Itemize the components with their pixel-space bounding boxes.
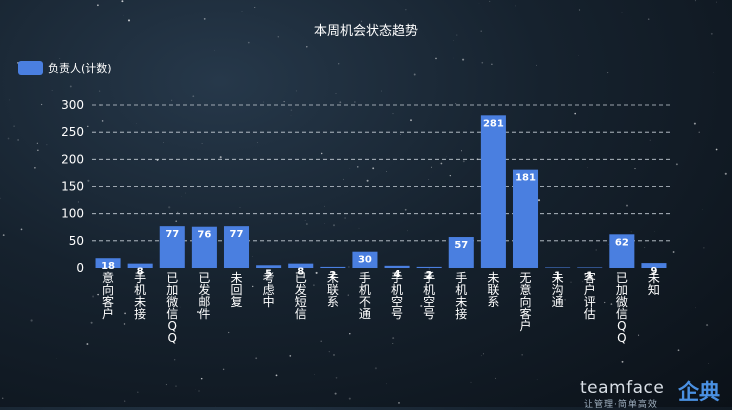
x-tick-label: 已发短信 bbox=[295, 271, 307, 321]
data-label: 181 bbox=[515, 173, 536, 184]
y-tick-label: 200 bbox=[61, 152, 84, 166]
y-tick-label: 0 bbox=[76, 261, 84, 275]
legend-swatch bbox=[18, 61, 43, 75]
x-tick-label: 手机未接 bbox=[134, 271, 146, 321]
bars bbox=[96, 115, 667, 268]
bar[interactable] bbox=[513, 170, 538, 268]
legend[interactable]: 负责人(计数) bbox=[18, 61, 112, 75]
x-tick-label: 已发邮件 bbox=[198, 271, 210, 321]
data-label: 30 bbox=[358, 255, 372, 266]
bar[interactable] bbox=[545, 267, 570, 268]
watermark-logo: teamface bbox=[580, 378, 664, 398]
chart-title: 本周机会状态趋势 bbox=[314, 23, 418, 39]
y-tick-label: 300 bbox=[61, 98, 84, 112]
watermark-brand: 企典 bbox=[678, 376, 720, 406]
data-label: 77 bbox=[230, 229, 244, 240]
x-tick-label: 手机空号 bbox=[423, 271, 435, 321]
y-axis: 0 50 100 150 200 250 300 bbox=[61, 98, 84, 275]
grid-lines bbox=[92, 105, 670, 241]
watermark-slogan: 让管理·简单高效 bbox=[584, 397, 658, 410]
data-label: 281 bbox=[483, 118, 504, 129]
data-label: 76 bbox=[197, 230, 211, 241]
x-tick-label: 无意向客户 bbox=[519, 271, 531, 333]
x-tick-label: 意向客户 bbox=[102, 270, 114, 321]
x-tick-label: 未沟通 bbox=[552, 271, 564, 309]
legend-label: 负责人(计数) bbox=[48, 61, 112, 75]
data-label: 77 bbox=[165, 229, 179, 240]
x-tick-label: 未回复 bbox=[230, 271, 242, 309]
x-tick-label: 手机空号 bbox=[391, 271, 403, 321]
y-tick-label: 100 bbox=[61, 207, 84, 221]
x-tick-label: 未知 bbox=[648, 271, 660, 297]
bar[interactable] bbox=[481, 115, 506, 268]
teamface-watermark: teamface 企典 让管理·简单高效 bbox=[580, 378, 664, 398]
data-label: 57 bbox=[454, 240, 468, 251]
bar[interactable] bbox=[385, 266, 410, 268]
x-tick-label: 未联系 bbox=[327, 271, 339, 309]
data-label: 62 bbox=[615, 237, 629, 248]
y-tick-label: 250 bbox=[61, 125, 84, 139]
bar[interactable] bbox=[320, 267, 345, 268]
bar[interactable] bbox=[577, 267, 602, 268]
bar[interactable] bbox=[417, 267, 442, 268]
y-tick-label: 150 bbox=[61, 180, 84, 194]
y-tick-label: 50 bbox=[69, 234, 84, 248]
x-tick-label: 客户评估 bbox=[584, 270, 596, 321]
x-tick-label: 手机未接 bbox=[455, 271, 467, 321]
x-tick-label: 未联系 bbox=[487, 271, 499, 309]
x-tick-label: 考虑中 bbox=[263, 271, 275, 309]
x-tick-label: 手机不通 bbox=[359, 271, 371, 321]
